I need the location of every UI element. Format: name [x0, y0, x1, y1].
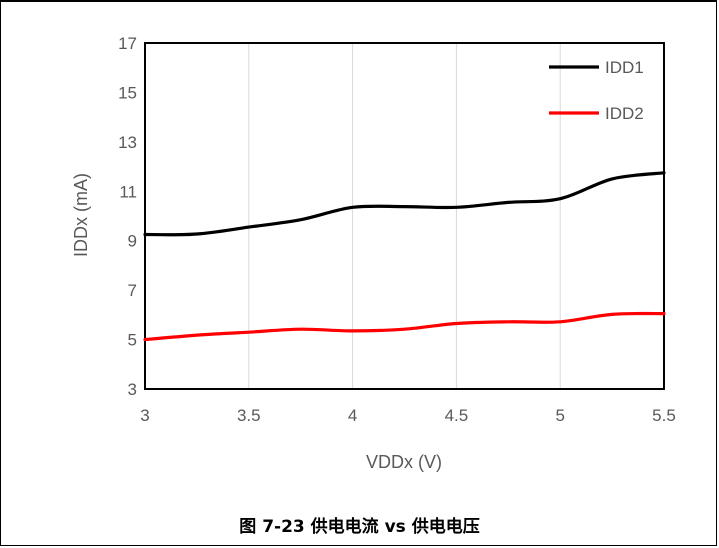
legend: IDD1 IDD2 [549, 58, 644, 123]
y-tick-label: 13 [118, 133, 137, 152]
series-line-idd2 [143, 311, 666, 342]
x-tick-label: 4 [348, 406, 357, 425]
x-tick-label: 5 [555, 406, 564, 425]
x-tick-label: 4.5 [445, 406, 469, 425]
y-tick-label: 17 [118, 34, 137, 53]
x-tick-label: 5.5 [652, 406, 676, 425]
x-tick-label: 3 [140, 406, 149, 425]
grid [248, 43, 561, 389]
figure-caption: 图 7-23 供电电流 vs 供电电压 [239, 517, 480, 537]
tick-labels: 3 3.5 4 4.5 5 5.5 3 5 7 9 11 13 15 17 [118, 34, 676, 425]
legend-label-idd2: IDD2 [605, 104, 644, 123]
y-tick-label: 5 [128, 331, 137, 350]
legend-label-idd1: IDD1 [605, 58, 644, 77]
series [143, 171, 666, 342]
plot-area-border [144, 42, 665, 390]
y-tick-label: 9 [128, 232, 137, 251]
y-tick-label: 15 [118, 83, 137, 102]
x-axis-label: VDDx (V) [366, 452, 442, 472]
y-axis-label: IDDx (mA) [71, 173, 91, 257]
y-tick-label: 7 [128, 281, 137, 300]
series-line-idd1 [143, 171, 666, 237]
x-tick-label: 3.5 [237, 406, 261, 425]
y-tick-label: 11 [119, 182, 137, 201]
y-tick-label: 3 [128, 380, 137, 399]
axes [144, 42, 665, 390]
